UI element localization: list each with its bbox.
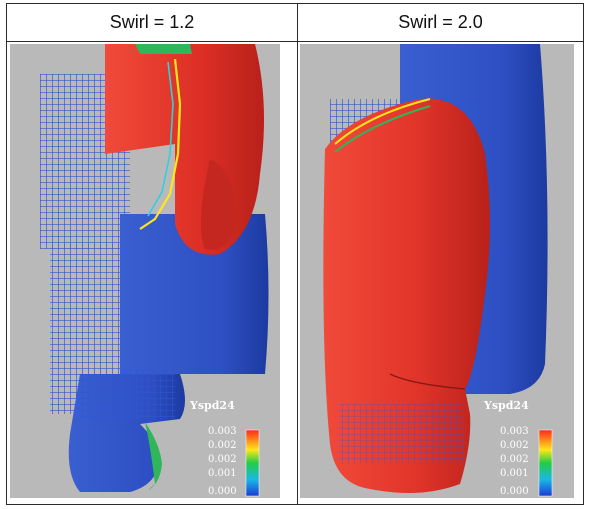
- colorbar: [245, 429, 260, 497]
- red-fold: [201, 159, 236, 250]
- colorbar-tick-4: 0.000: [500, 486, 529, 497]
- simulation-image-swirl-2-0: Yspd24 0.003 0.002 0.002 0.001 0.000: [300, 44, 574, 498]
- blue-iso-surface: [120, 214, 269, 374]
- header-swirl-2-0: Swirl = 2.0: [298, 4, 583, 42]
- simulation-image-swirl-1-2: Yspd24 0.003 0.002 0.002 0.001 0.000: [10, 44, 280, 498]
- colorbar-tick-4: 0.000: [208, 486, 237, 497]
- mesh-grid-bottom: [340, 404, 465, 464]
- colorbar-label: Yspd24: [189, 399, 235, 412]
- colorbar-tick-0: 0.003: [500, 426, 529, 437]
- colorbar-tick-0: 0.003: [208, 426, 237, 437]
- mesh-grid-bottom: [80, 369, 175, 419]
- colorbar-tick-2: 0.002: [208, 454, 237, 465]
- colorbar-tick-1: 0.002: [500, 440, 529, 451]
- grid-edge-highlight: [334, 98, 431, 145]
- colorbar-tick-1: 0.002: [208, 440, 237, 451]
- colorbar: [538, 429, 553, 497]
- colorbar-tick-2: 0.002: [500, 454, 529, 465]
- colorbar-label: Yspd24: [483, 399, 529, 412]
- colorbar-tick-3: 0.001: [208, 468, 237, 479]
- red-iso-surface: [323, 98, 490, 493]
- header-swirl-1-2: Swirl = 1.2: [7, 4, 298, 42]
- grid-edge-highlight: [139, 58, 182, 230]
- column-divider: [297, 42, 298, 504]
- colorbar-tick-3: 0.001: [500, 468, 529, 479]
- green-patch: [145, 422, 162, 490]
